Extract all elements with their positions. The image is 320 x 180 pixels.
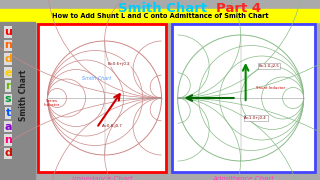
Text: Impedance Chart: Impedance Chart	[72, 176, 132, 180]
Bar	[38, 24, 166, 172]
Text: Smith Chart: Smith Chart	[118, 1, 212, 15]
Text: A=0.8-j0.7: A=0.8-j0.7	[102, 124, 123, 128]
Text: Part 4: Part 4	[216, 1, 261, 15]
Text: n: n	[4, 135, 12, 145]
Text: Smith Chart: Smith Chart	[82, 75, 111, 80]
Text: B=0.6+j0.2: B=0.6+j0.2	[107, 62, 130, 66]
Bar	[0, 22, 35, 180]
Text: d: d	[4, 148, 12, 159]
Text: r: r	[5, 81, 11, 91]
Text: Smith Chart: Smith Chart	[20, 69, 28, 121]
Text: A=1.0+j0.4: A=1.0+j0.4	[244, 116, 267, 120]
Text: Series
Inductor: Series Inductor	[44, 99, 60, 107]
Text: n: n	[4, 40, 12, 51]
Bar	[0, 9, 320, 22]
Text: s: s	[5, 94, 11, 105]
Bar	[172, 24, 315, 172]
Text: d: d	[4, 54, 12, 64]
Text: B=1.0-j2.5: B=1.0-j2.5	[258, 64, 279, 68]
Text: u: u	[4, 27, 12, 37]
Text: e: e	[4, 68, 12, 78]
Text: t: t	[5, 108, 11, 118]
Text: How to Add Shunt L and C onto Admittance of Smith Chart: How to Add Shunt L and C onto Admittance…	[52, 12, 268, 19]
Text: Shunt Inductor: Shunt Inductor	[256, 86, 285, 90]
Text: Admittance Chart: Admittance Chart	[212, 176, 275, 180]
Text: a: a	[4, 122, 12, 132]
